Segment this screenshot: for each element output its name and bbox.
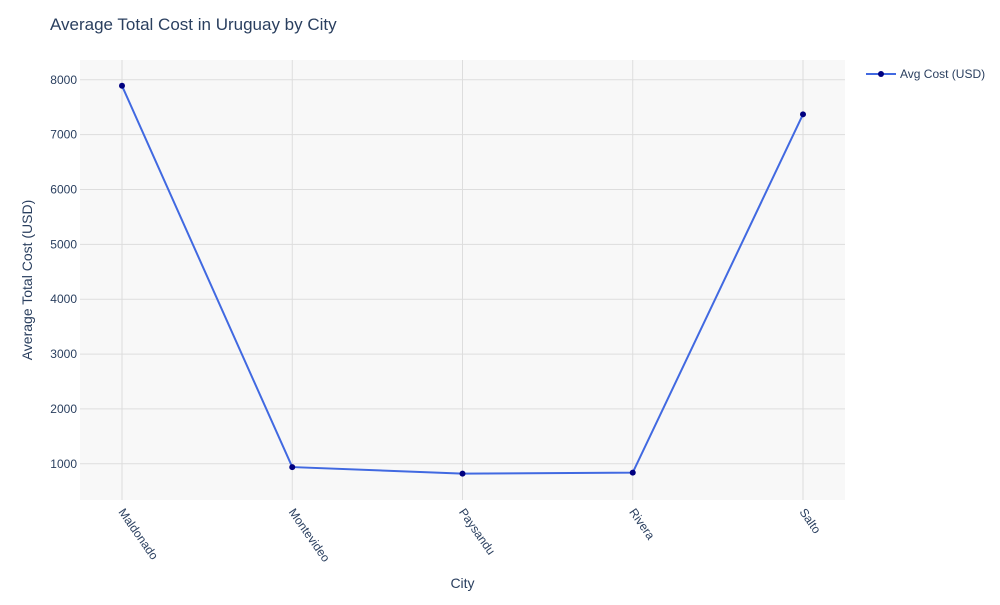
y-tick-label: 8000 [50,73,77,87]
y-tick-label: 6000 [50,182,77,196]
x-tick-label: Paysandu [456,506,498,558]
y-axis-title: Average Total Cost (USD) [19,200,35,361]
data-point[interactable] [459,470,466,477]
x-tick-label: Rivera [626,506,658,543]
data-point[interactable] [629,469,636,476]
y-tick-label: 1000 [50,457,77,471]
x-tick-label: Salto [797,506,824,537]
series-layer [119,82,806,477]
data-point[interactable] [800,111,806,118]
y-tick-label: 2000 [50,402,77,416]
x-tick-label: Montevideo [286,506,333,565]
data-point[interactable] [289,464,296,471]
y-tick-label: 3000 [50,347,77,361]
data-point[interactable] [119,82,125,89]
grid-lines [80,60,845,500]
y-tick-label: 7000 [50,128,77,142]
legend-label: Avg Cost (USD) [900,67,985,81]
legend[interactable]: Avg Cost (USD) [866,67,985,81]
y-axis-ticks: 1000 2000 3000 4000 5000 6000 7000 8000 [50,73,77,471]
chart-title: Average Total Cost in Uruguay by City [50,15,337,34]
y-tick-label: 5000 [50,237,77,251]
legend-marker-swatch [878,71,884,77]
x-axis-title: City [450,575,474,591]
x-tick-label: Maldonado [116,506,162,563]
x-axis-ticks: Maldonado Montevideo Paysandu Rivera Salto [116,506,824,565]
y-tick-label: 4000 [50,292,77,306]
